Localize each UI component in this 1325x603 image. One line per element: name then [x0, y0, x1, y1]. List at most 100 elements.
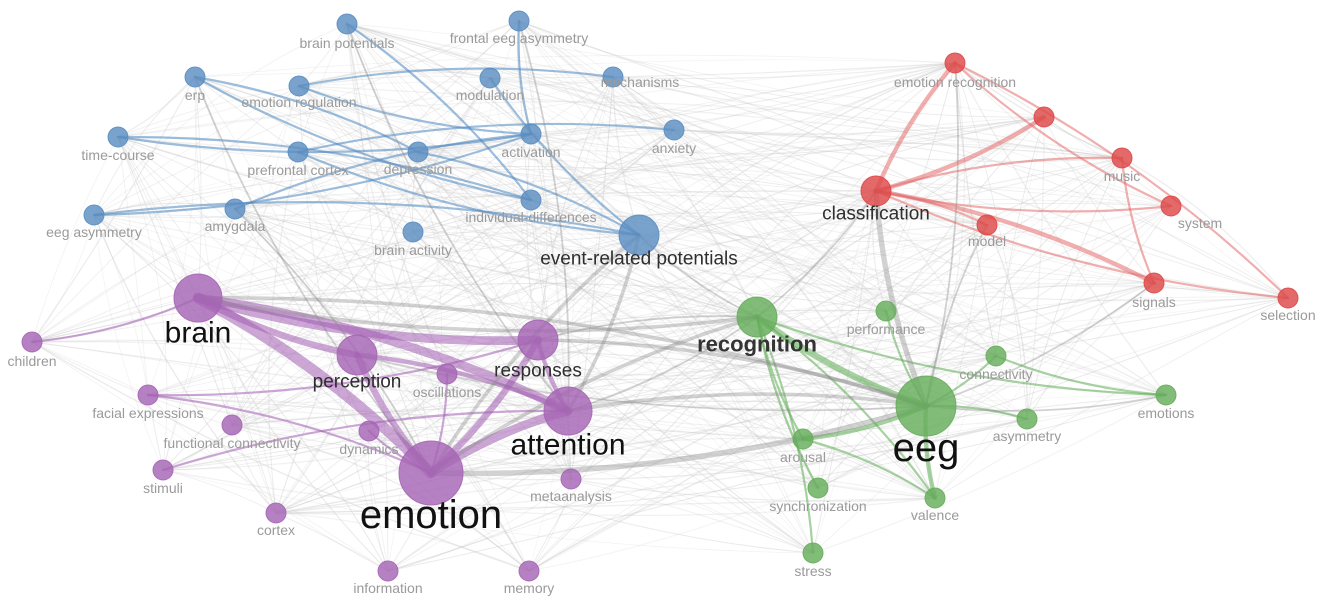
node-selection[interactable] [1277, 287, 1299, 309]
node-connectivity[interactable] [985, 345, 1007, 367]
node-emotion_recognition[interactable] [944, 52, 966, 74]
background-link [31, 341, 814, 554]
background-link [234, 208, 572, 480]
background-link [117, 136, 168, 471]
node-brain[interactable] [173, 273, 223, 323]
background-link [93, 214, 448, 375]
background-link [412, 205, 1172, 261]
background-link [518, 20, 927, 407]
link-brain_potentials-attention [346, 23, 569, 412]
background-link [147, 394, 1028, 458]
node-anxiety[interactable] [663, 119, 685, 141]
node-time_course[interactable] [107, 126, 129, 148]
node-valence[interactable] [924, 487, 946, 509]
background-link [194, 76, 419, 153]
node-modulation[interactable] [479, 67, 501, 89]
node-erp[interactable] [184, 66, 206, 88]
background-link [297, 62, 956, 153]
background-link [31, 214, 95, 343]
node-emotion[interactable] [398, 440, 464, 506]
background-link [446, 116, 1045, 375]
node-memory[interactable] [518, 560, 540, 582]
node-responses[interactable] [517, 319, 559, 361]
link-connectivity-emotions [994, 354, 1168, 397]
background-link [31, 341, 149, 396]
node-event_related_potentials[interactable] [618, 214, 660, 256]
node-attention[interactable] [543, 386, 593, 436]
background-link [489, 77, 539, 341]
background-link [93, 132, 1123, 216]
node-dynamics[interactable] [358, 420, 380, 442]
background-link [298, 59, 956, 87]
node-synchronization[interactable] [807, 477, 829, 499]
background-link [612, 76, 988, 226]
node-asymmetry[interactable] [1016, 408, 1038, 430]
node-music[interactable] [1111, 147, 1133, 169]
node-eeg_asymmetry[interactable] [83, 204, 105, 226]
link-emotion_recognition-selection [953, 61, 1290, 300]
label-time_course: time-course [81, 147, 154, 163]
background-link [567, 76, 614, 412]
background-link [612, 76, 927, 407]
background-link [817, 190, 877, 489]
node-red_unlabeled[interactable] [1033, 106, 1055, 128]
node-eeg[interactable] [895, 375, 957, 437]
label-eeg_asymmetry: eeg asymmetry [46, 224, 142, 240]
node-metaanalysis[interactable] [560, 468, 582, 490]
background-link [530, 199, 819, 489]
background-link [31, 208, 236, 343]
node-children[interactable] [21, 331, 43, 353]
background-link [934, 282, 1155, 499]
node-mechanisms[interactable] [602, 66, 624, 88]
node-prefrontal_cortex[interactable] [287, 141, 309, 163]
background-link [31, 282, 887, 343]
background-link [194, 54, 956, 78]
background-link [817, 418, 1028, 489]
node-individual_differences[interactable] [520, 189, 542, 211]
background-link [234, 208, 1155, 284]
background-link [430, 224, 988, 474]
node-stimuli[interactable] [152, 459, 174, 481]
link-erp-depression [193, 75, 420, 154]
background-link [346, 23, 1123, 159]
node-arousal[interactable] [792, 428, 814, 450]
label-modulation: modulation [456, 87, 525, 103]
node-perception[interactable] [336, 334, 378, 376]
node-recognition[interactable] [736, 296, 778, 338]
node-amygdala[interactable] [224, 198, 246, 220]
background-link [417, 151, 887, 312]
background-link [194, 76, 236, 210]
node-brain_potentials[interactable] [336, 13, 358, 35]
label-frontal_eeg_asymmetry: frontal eeg asymmetry [450, 30, 589, 46]
node-depression[interactable] [407, 141, 429, 163]
link-erp-individual_differences [193, 75, 533, 202]
node-information[interactable] [377, 560, 399, 582]
background-link [231, 418, 1028, 467]
node-signals[interactable] [1143, 272, 1165, 294]
background-link [117, 136, 149, 396]
node-functional_connectivity[interactable] [221, 414, 243, 436]
background-link [387, 316, 758, 572]
label-amygdala: amygdala [205, 218, 266, 234]
node-model[interactable] [976, 214, 998, 236]
background-link [117, 136, 448, 375]
node-cortex[interactable] [265, 502, 287, 524]
background-link [612, 76, 877, 192]
background-link [489, 77, 675, 131]
node-performance[interactable] [875, 300, 897, 322]
node-stress[interactable] [802, 542, 824, 564]
node-system[interactable] [1160, 195, 1182, 217]
node-oscillations[interactable] [436, 363, 458, 385]
node-brain_activity[interactable] [402, 221, 424, 243]
background-link [530, 199, 997, 357]
link-facial_expressions-responses [146, 338, 540, 397]
node-facial_expressions[interactable] [137, 384, 159, 406]
background-link [346, 23, 804, 440]
background-link [518, 20, 614, 78]
node-classification[interactable] [860, 175, 892, 207]
background-link [528, 438, 804, 572]
node-emotion_regulation[interactable] [288, 75, 310, 97]
node-frontal_eeg_asymmetry[interactable] [508, 10, 530, 32]
node-activation[interactable] [520, 123, 542, 145]
node-emotions[interactable] [1155, 384, 1177, 406]
